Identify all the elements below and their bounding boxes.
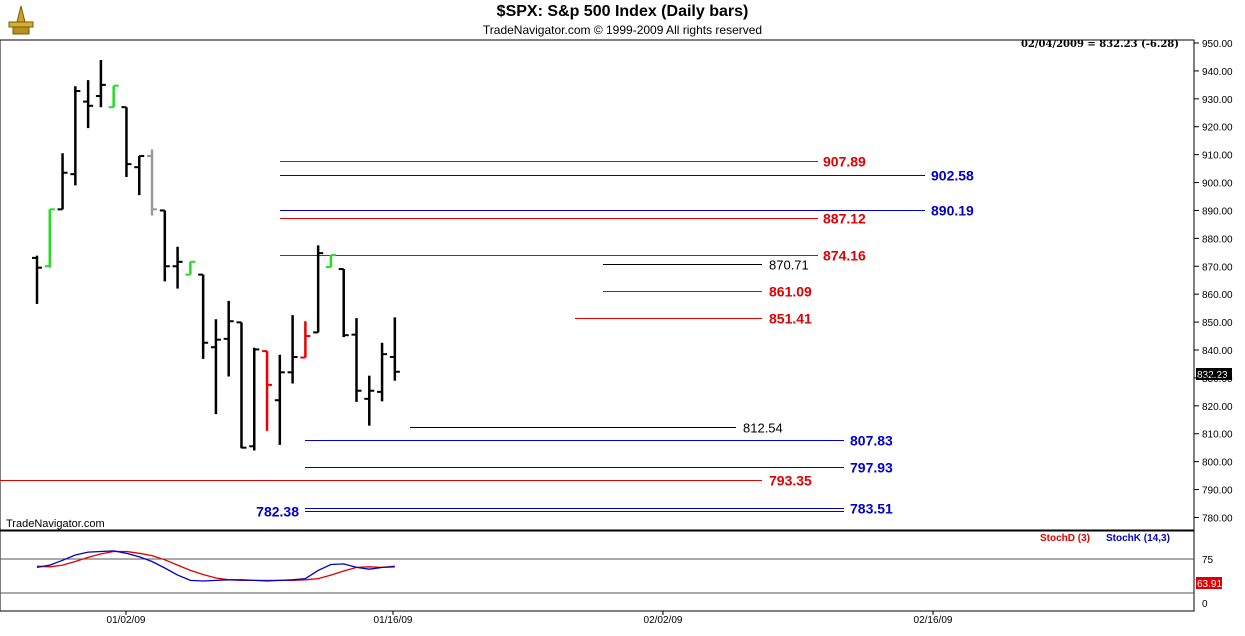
level-label: 890.19 bbox=[931, 203, 974, 219]
price-tick-label: 950.00 bbox=[1202, 39, 1233, 50]
stoch-last-value-label: 63.91 bbox=[1197, 579, 1222, 590]
price-tick-label: 820.00 bbox=[1202, 402, 1233, 413]
price-tick-label: 850.00 bbox=[1202, 318, 1233, 329]
level-label: 887.12 bbox=[823, 211, 866, 227]
price-tick-label: 880.00 bbox=[1202, 234, 1233, 245]
price-tick-label: 840.00 bbox=[1202, 346, 1233, 357]
stoch-series-line bbox=[36, 550, 395, 582]
level-label: 907.89 bbox=[823, 154, 866, 170]
price-bar bbox=[32, 255, 42, 304]
level-label: 851.41 bbox=[769, 311, 812, 327]
stoch-tick-label: 0 bbox=[1202, 599, 1208, 610]
level-label: 870.71 bbox=[769, 258, 809, 273]
level-label: 783.51 bbox=[850, 501, 893, 517]
price-bars bbox=[32, 60, 400, 451]
price-bar bbox=[236, 321, 247, 449]
price-bar bbox=[351, 318, 362, 402]
price-tick-label: 810.00 bbox=[1202, 430, 1233, 441]
price-bar bbox=[159, 209, 170, 282]
price-bar bbox=[287, 315, 298, 384]
price-bar bbox=[44, 208, 55, 268]
date-tick-label: 02/16/09 bbox=[914, 615, 953, 626]
price-bar bbox=[249, 347, 260, 451]
date-axis: 01/02/09 01/16/09 02/02/09 02/16/09 bbox=[107, 611, 953, 626]
level-label: 861.09 bbox=[769, 284, 812, 300]
level-label: 797.93 bbox=[850, 460, 893, 476]
stochastic-panel-border bbox=[0, 530, 1195, 612]
price-tick-label: 920.00 bbox=[1202, 123, 1233, 134]
price-tick-label: 790.00 bbox=[1202, 486, 1233, 497]
price-tick-label: 830.00 bbox=[1202, 374, 1233, 385]
price-bar bbox=[172, 246, 183, 289]
chart-subtitle: TradeNavigator.com © 1999-2009 All right… bbox=[482, 23, 763, 37]
price-tick-label: 940.00 bbox=[1202, 67, 1233, 78]
date-tick-label: 01/02/09 bbox=[107, 615, 146, 626]
watermark: TradeNavigator.com bbox=[6, 518, 105, 530]
price-tick-label: 780.00 bbox=[1202, 513, 1233, 524]
price-panel[interactable]: 907.89 902.58 890.19 887.12 874.16 870.71 861.… bbox=[0, 39, 1232, 531]
price-bar bbox=[274, 354, 285, 445]
level-label: 812.54 bbox=[743, 421, 783, 436]
tradenavigator-logo-icon bbox=[3, 2, 39, 38]
price-bar bbox=[185, 260, 196, 276]
date-tick-label: 02/02/09 bbox=[644, 615, 683, 626]
price-tick-label: 870.00 bbox=[1202, 262, 1233, 273]
price-bar bbox=[364, 375, 375, 426]
price-bar bbox=[210, 319, 221, 415]
price-bar bbox=[108, 84, 119, 109]
price-bar bbox=[121, 106, 132, 177]
stochastic-panel[interactable]: 63.91 bbox=[0, 530, 1222, 612]
price-tick-label: 900.00 bbox=[1202, 179, 1233, 190]
price-bar bbox=[338, 268, 349, 338]
price-bar bbox=[95, 60, 106, 108]
price-bar bbox=[83, 80, 94, 129]
price-panel-border bbox=[0, 39, 1195, 531]
price-tick-label: 910.00 bbox=[1202, 151, 1233, 162]
price-bar bbox=[313, 245, 324, 334]
price-tick-label: 860.00 bbox=[1202, 290, 1233, 301]
level-label: 793.35 bbox=[769, 473, 812, 489]
price-bar bbox=[70, 86, 81, 186]
price-bar bbox=[389, 317, 400, 381]
level-label: 782.38 bbox=[256, 504, 299, 520]
last-price-label: 832.23 bbox=[1197, 370, 1228, 381]
chart-title: $SPX: S&p 500 Index (Daily bars) bbox=[496, 3, 749, 20]
price-tick-label: 800.00 bbox=[1202, 458, 1233, 469]
last-quote: 02/04/2009 = 832.23 (-6.28) bbox=[1020, 39, 1179, 50]
date-tick-label: 01/16/09 bbox=[374, 615, 413, 626]
price-bar bbox=[377, 342, 388, 402]
stoch-last-value-box bbox=[1196, 577, 1222, 589]
legend-stochd: StochD (3) bbox=[1040, 533, 1090, 544]
price-bar bbox=[57, 153, 68, 211]
legend-stochk: StochK (14,3) bbox=[1106, 533, 1170, 544]
price-bar bbox=[325, 254, 336, 269]
stochastic-axis: 75 0 bbox=[1202, 555, 1214, 610]
price-bar bbox=[147, 149, 158, 216]
price-bar bbox=[223, 300, 234, 377]
support-resistance-levels: 907.89 902.58 890.19 887.12 874.16 870.71 861.… bbox=[0, 154, 974, 520]
price-bar bbox=[262, 350, 273, 431]
price-tick-label: 890.00 bbox=[1202, 206, 1233, 217]
stoch-tick-label: 75 bbox=[1202, 555, 1214, 566]
price-bar bbox=[198, 273, 209, 359]
last-price-box bbox=[1196, 368, 1232, 380]
level-label: 902.58 bbox=[931, 168, 974, 184]
price-bar bbox=[134, 155, 145, 196]
price-axis: 950.00 940.00 930.00 920.00 910.00 900.00 890.… bbox=[1194, 39, 1233, 524]
level-label: 874.16 bbox=[823, 248, 866, 264]
level-label: 807.83 bbox=[850, 433, 893, 449]
price-tick-label: 930.00 bbox=[1202, 95, 1233, 106]
stochastic-lines bbox=[36, 550, 395, 582]
stoch-series-line bbox=[36, 550, 395, 582]
price-bar bbox=[300, 321, 311, 359]
